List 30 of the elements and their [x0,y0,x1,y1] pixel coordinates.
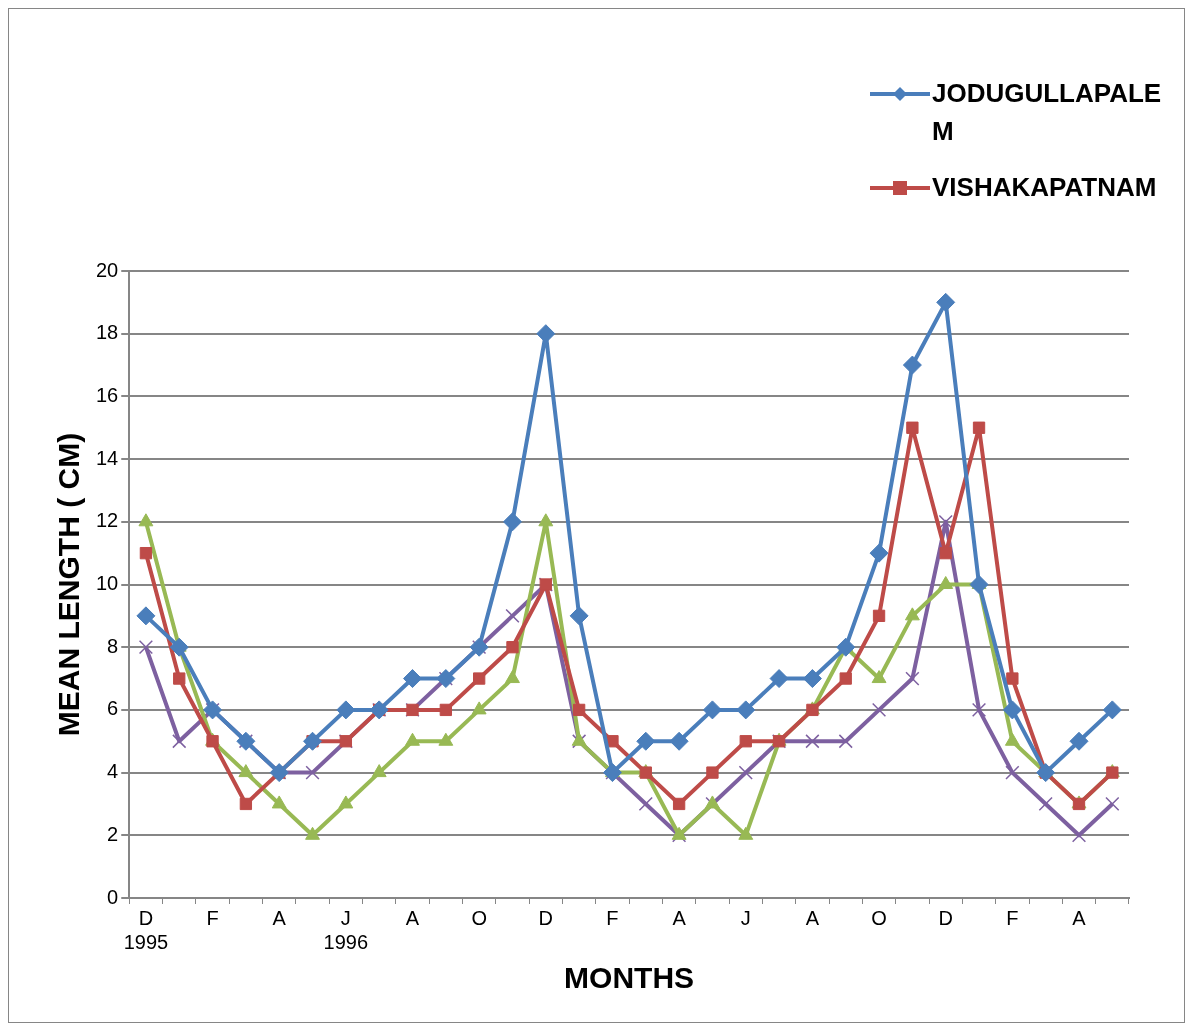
x-tick-label: A [672,906,687,929]
y-tick-label: 12 [96,509,119,532]
x-tick-label: A [405,906,420,929]
x-tick-label: F [206,906,219,929]
x-tick-label: A [272,906,287,929]
x-tick-label: A [805,906,820,929]
x-tick-label: F [606,906,619,929]
y-tick-label: 18 [96,321,119,344]
x-tick-label: O [871,906,887,929]
y-tick-label: 8 [107,634,119,657]
x-tick-label: O [471,906,487,929]
y-tick-label: 16 [96,383,119,406]
x-axis-title: MONTHS [564,961,695,995]
y-tick-label: 2 [107,822,119,845]
x-tick-label: D 1995 [123,906,169,953]
x-tick-label: D [538,906,554,929]
x-tick-label: A [1072,906,1087,929]
legend-label: VISHAKAPATNAM [932,171,1158,204]
y-tick-label: 6 [107,697,119,720]
y-tick-label: 4 [107,760,119,783]
legend-label: JODUGULLAPALEM [932,77,1163,148]
x-tick-label: J [740,906,751,929]
y-tick-label: 0 [107,885,119,908]
y-tick-label: 10 [96,572,119,595]
x-tick-label: F [1006,906,1019,929]
y-tick-label: 20 [96,258,119,281]
x-tick-label: D [938,906,953,929]
y-tick-label: 14 [96,446,119,469]
y-axis-title: MEAN LENGTH ( CM) [52,432,86,737]
x-tick-label: J 1996 [323,906,369,953]
